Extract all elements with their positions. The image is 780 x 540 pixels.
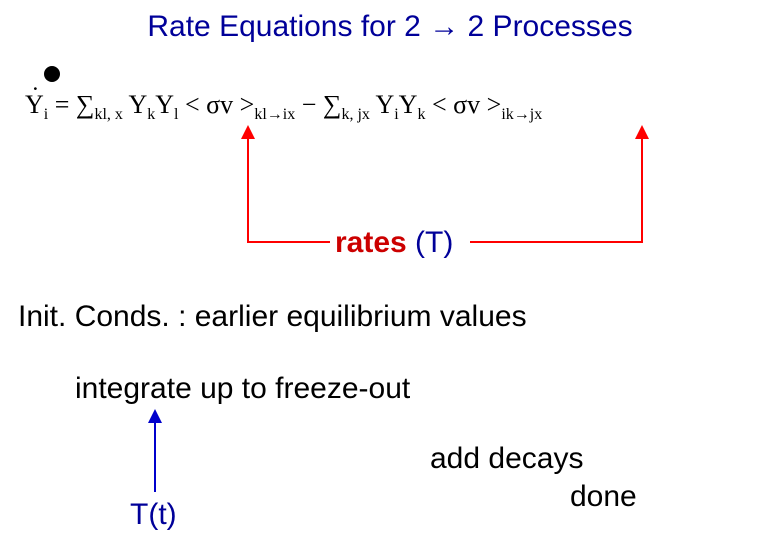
integrate-text: integrate up to freeze-out [75, 372, 410, 406]
title-arrow: → [429, 10, 459, 43]
rates-arrow-right [470, 132, 642, 242]
done-text: done [570, 480, 637, 514]
rates-bold: rates [335, 226, 407, 259]
c1-sub: kl→ix [254, 106, 295, 123]
bullet-dot [44, 66, 60, 82]
rate-equation: ˙ Y i = ∑kl, x YkYl < σv >kl→ix − ∑k, jx… [25, 90, 542, 124]
ydot-dot: ˙ [31, 82, 40, 112]
t2b: Y [399, 90, 418, 119]
c1b: σv [206, 90, 233, 119]
connector-lines [0, 0, 780, 540]
c2b: σv [453, 90, 480, 119]
c2-sub: ik→jx [501, 106, 542, 123]
t-of-t: T(t) [130, 498, 177, 532]
sum2-sub: k, jx [341, 106, 369, 123]
t1b: Y [155, 90, 174, 119]
minus: − [295, 90, 323, 119]
c2o: < [425, 90, 453, 119]
eq-sign: = [48, 90, 76, 119]
t1a: Y [128, 90, 147, 119]
rates-arrow-left [248, 132, 330, 242]
rates-label: rates (T) [335, 226, 453, 260]
init-conds: Init. Conds. : earlier equilibrium value… [18, 300, 527, 334]
t2a: Y [375, 90, 394, 119]
slide-title: Rate Equations for 2 → 2 Processes [0, 10, 780, 44]
ydot: ˙ Y [25, 90, 44, 120]
title-post: 2 Processes [459, 10, 632, 43]
c2c: > [480, 90, 501, 119]
sum1-sub: kl, x [94, 106, 122, 123]
rates-paren: (T) [407, 226, 454, 259]
title-pre: Rate Equations for 2 [147, 10, 429, 43]
c1c: > [233, 90, 254, 119]
add-decays: add decays [430, 442, 583, 476]
sum1: ∑ [76, 90, 95, 119]
c1o: < [178, 90, 206, 119]
sum2: ∑ [323, 90, 342, 119]
